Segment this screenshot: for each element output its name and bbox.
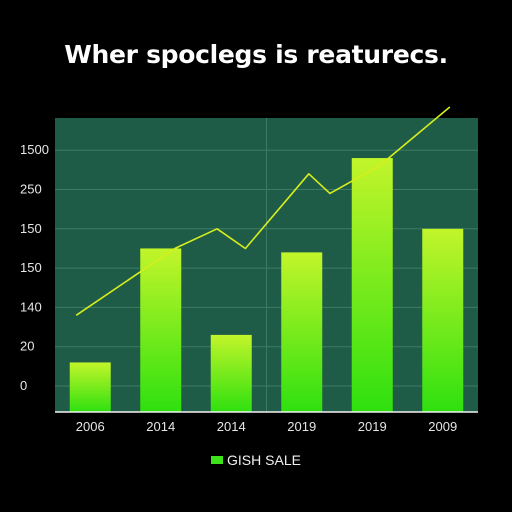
y-tick-label: 0 [20,378,27,393]
y-tick-label: 1500 [20,142,49,157]
x-tick-label: 2019 [358,419,387,434]
grid-lines [55,118,478,412]
y-tick-label: 140 [20,299,42,314]
legend-swatch [211,456,224,464]
legend: GISH SALE [0,452,512,468]
chart-title: Wher spoclegs is reaturecs. [64,40,448,69]
bar-2019-3 [281,252,323,412]
bar-2019-4 [351,158,393,412]
y-tick-label: 20 [20,339,34,354]
line-series [75,106,451,316]
bar-2006-0 [69,362,111,412]
legend-label: GISH SALE [227,452,301,468]
trend-line [75,106,451,316]
x-tick-label: 2006 [76,419,105,434]
y-tick-label: 150 [20,260,42,275]
bar-series [69,158,464,412]
x-tick-labels: 2006 2014 2014 2019 2019 2009 [76,419,457,434]
x-tick-label: 2009 [428,419,457,434]
y-tick-labels: 1500 250 150 150 140 20 0 [20,142,49,393]
x-tick-label: 2014 [146,419,175,434]
y-tick-label: 250 [20,182,42,197]
bar-2014-2 [210,334,252,412]
x-tick-label: 2019 [287,419,316,434]
bar-2009-5 [422,228,464,412]
x-tick-label: 2014 [217,419,246,434]
y-tick-label: 150 [20,221,42,236]
bar-2014-1 [140,248,182,412]
